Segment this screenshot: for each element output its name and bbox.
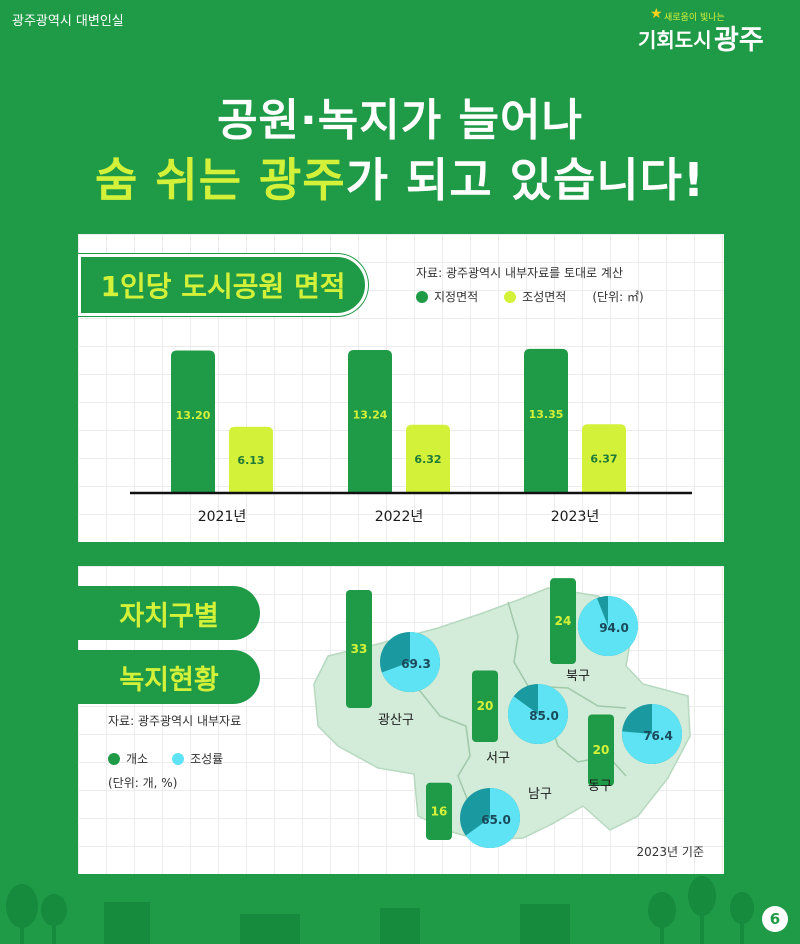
park-area-source: 자료: 광주광역시 내부자료를 토대로 계산 bbox=[416, 266, 623, 280]
headline-line1: 공원·녹지가 늘어나 bbox=[217, 95, 583, 146]
district-rate-pie-slice bbox=[578, 596, 638, 656]
district-name-label: 남구 bbox=[528, 787, 552, 802]
district-basis-note: 2023년 기준 bbox=[636, 845, 704, 859]
district-unit: (단위: 개, %) bbox=[108, 776, 178, 790]
org-label: 광주광역시 대변인실 bbox=[12, 14, 124, 29]
district-count-label: 20 bbox=[477, 699, 494, 713]
district-count-bar bbox=[346, 590, 372, 708]
park-area-heading: 1인당 도시공원 면적 bbox=[78, 254, 368, 316]
district-name-label: 광산구 bbox=[378, 713, 414, 728]
legend-count-label: 개소 bbox=[126, 752, 149, 766]
park-area-panel: 1인당 도시공원 면적 자료: 광주광역시 내부자료를 토대로 계산 지정면적 … bbox=[78, 234, 724, 542]
page-number: 6 bbox=[762, 906, 788, 932]
district-source: 자료: 광주광역시 내부자료 bbox=[108, 714, 242, 728]
logo-text: 기회도시 bbox=[638, 28, 712, 52]
bar-designated bbox=[171, 350, 215, 493]
legend-developed-label: 조성면적 bbox=[522, 290, 567, 304]
district-heading-2: 녹지현황 bbox=[78, 650, 260, 704]
park-area-unit: (단위: ㎡) bbox=[592, 290, 644, 304]
district-rate-pie-slice bbox=[381, 632, 440, 692]
tree-silhouettes bbox=[6, 876, 754, 944]
bar-value-label: 13.20 bbox=[176, 409, 211, 422]
district-count-label: 33 bbox=[351, 642, 368, 656]
bar-designated bbox=[524, 348, 568, 493]
district-rate-pie-slice bbox=[621, 704, 682, 764]
district-rate-label: 94.0 bbox=[599, 621, 629, 635]
district-rate-pie-slice bbox=[508, 684, 568, 744]
district-count-bar bbox=[472, 670, 498, 742]
park-area-legend: 지정면적 조성면적 (단위: ㎡) bbox=[416, 288, 644, 305]
headline-line2: 숨 쉬는 광주가 되고 있습니다! bbox=[0, 144, 800, 210]
bar-value-label: 6.37 bbox=[590, 453, 617, 466]
district-legend: 개소 조성률 bbox=[108, 750, 223, 767]
x-tick-label: 2022년 bbox=[375, 509, 424, 525]
legend-rate-swatch bbox=[172, 752, 185, 765]
district-rate-label: 65.0 bbox=[481, 813, 511, 827]
park-area-bar-chart: 13.20 6.13 2021년 13.24 6.32 2022년 13.35 6.37 202… bbox=[130, 348, 692, 525]
bar-developed bbox=[582, 424, 626, 493]
district-rate-label: 85.0 bbox=[529, 709, 559, 723]
logo-city: 광주 bbox=[714, 25, 764, 56]
bar-designated bbox=[348, 350, 392, 493]
district-map-chart: 33 69.3 광산구 24 94.0 북구 20 85.0 서구 20 76.4 동구 16 65.0 남… bbox=[313, 578, 691, 848]
district-name-label: 서구 bbox=[486, 751, 510, 766]
district-name-label: 북구 bbox=[566, 669, 590, 684]
bar-developed bbox=[406, 424, 450, 493]
district-count-bar bbox=[588, 714, 614, 786]
bar-value-label: 13.35 bbox=[529, 408, 564, 421]
headline-highlight: 숨 쉬는 광주 bbox=[95, 153, 346, 207]
star-icon: ★ bbox=[650, 6, 663, 22]
legend-developed-swatch bbox=[504, 290, 517, 303]
city-logo: ★ 새로움이 빛나는 기회도시 광주 bbox=[636, 6, 786, 56]
x-tick-label: 2021년 bbox=[198, 509, 247, 525]
bar-developed bbox=[229, 426, 273, 493]
legend-rate-label: 조성률 bbox=[190, 752, 224, 766]
legend-designated-swatch bbox=[416, 290, 428, 303]
district-heading-1: 자치구별 bbox=[78, 586, 260, 640]
district-rate-label: 69.3 bbox=[401, 657, 431, 671]
logo-slogan: 새로움이 빛나는 bbox=[664, 13, 725, 23]
district-count-label: 20 bbox=[593, 743, 610, 757]
district-rate-pie-slice bbox=[465, 788, 520, 848]
district-rate-label: 76.4 bbox=[643, 729, 673, 743]
district-name-label: 동구 bbox=[588, 779, 612, 794]
district-panel: 자치구별 녹지현황 자료: 광주광역시 내부자료 개소 조성률 (단위: 개, … bbox=[78, 566, 724, 874]
bar-value-label: 13.24 bbox=[353, 409, 388, 422]
legend-designated-label: 지정면적 bbox=[434, 290, 479, 304]
x-tick-label: 2023년 bbox=[551, 509, 600, 525]
bar-value-label: 6.32 bbox=[414, 453, 441, 466]
district-count-bar bbox=[426, 782, 452, 840]
headline-rest: 가 되고 있습니다! bbox=[345, 153, 705, 207]
legend-count-swatch bbox=[108, 752, 120, 765]
district-count-bar bbox=[550, 578, 576, 664]
district-count-label: 24 bbox=[555, 614, 572, 628]
district-count-label: 16 bbox=[431, 804, 448, 818]
bar-value-label: 6.13 bbox=[237, 454, 264, 467]
